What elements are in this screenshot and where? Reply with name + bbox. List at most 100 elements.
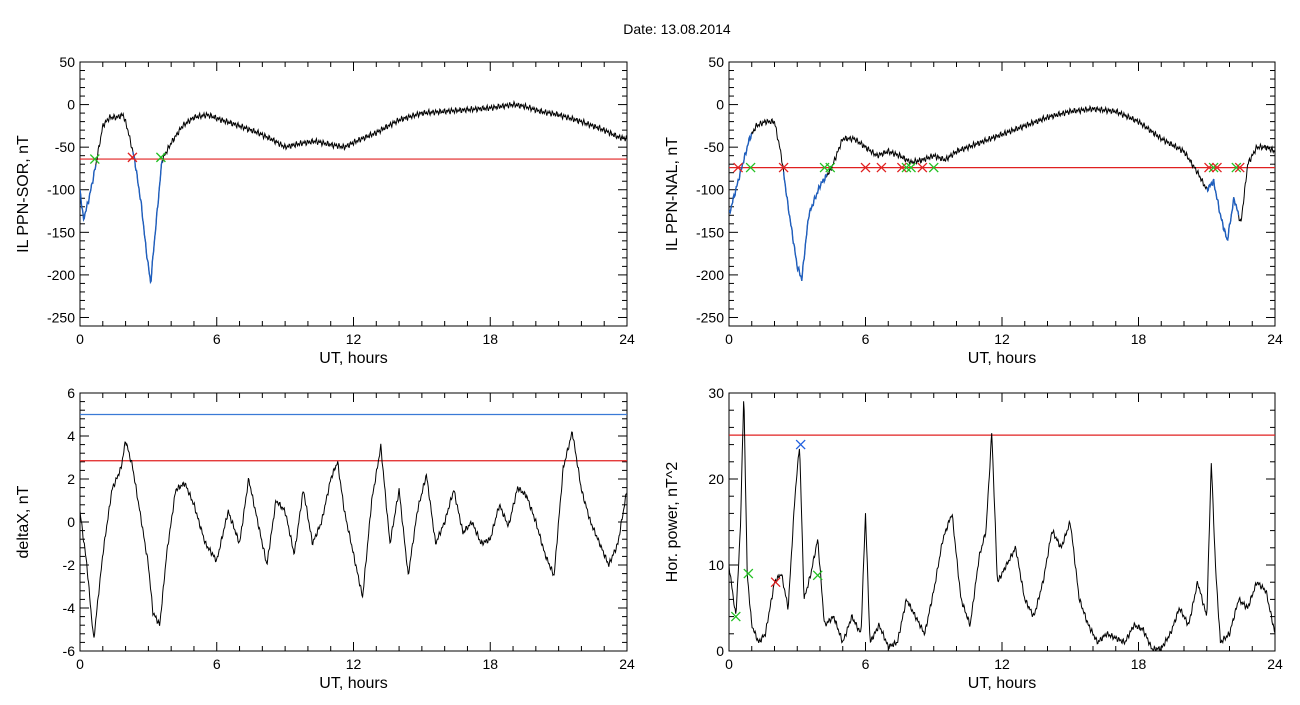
y-axis-title: IL PPN-NAL, nT (664, 137, 681, 251)
x-tick-label: 6 (862, 656, 870, 672)
x-axis-title: UT, hours (968, 350, 1036, 367)
event-marker (770, 577, 781, 588)
y-tick-label: -100 (696, 182, 724, 198)
y-tick-label: 10 (708, 557, 724, 573)
event-marker (1212, 162, 1222, 173)
series-line (80, 431, 627, 638)
event-marker (1234, 162, 1245, 173)
plot-frame (79, 61, 628, 327)
y-axis-title: Hor. power, nT^2 (664, 462, 681, 583)
x-axis-title: UT, hours (319, 350, 387, 367)
event-marker (825, 162, 836, 173)
y-tick-label: 50 (59, 54, 75, 70)
series-highlight (729, 133, 753, 215)
series-highlight (1206, 178, 1240, 242)
series-line (729, 401, 1275, 651)
plot-area (729, 104, 1275, 281)
x-tick-label: 12 (994, 656, 1010, 672)
y-tick-label: 6 (67, 385, 75, 401)
y-tick-label: -200 (696, 267, 724, 283)
event-marker (896, 162, 907, 173)
x-tick-label: 18 (482, 656, 498, 672)
x-tick-label: 6 (213, 656, 221, 672)
x-tick-label: 24 (619, 656, 635, 672)
event-marker (778, 162, 789, 173)
y-tick-label: -250 (47, 309, 75, 325)
event-marker (730, 611, 741, 622)
y-tick-label: 0 (716, 97, 724, 113)
y-tick-label: -250 (696, 309, 724, 325)
y-tick-label: -50 (704, 139, 724, 155)
x-tick-label: 0 (725, 656, 733, 672)
event-marker (901, 162, 912, 173)
x-axis-title: UT, hours (319, 675, 387, 692)
event-marker (906, 162, 916, 173)
x-tick-label: 24 (1267, 656, 1283, 672)
y-tick-label: 0 (716, 643, 724, 659)
y-axis-title: deltaX, nT (15, 485, 32, 558)
plot-frame (79, 392, 628, 652)
x-tick-label: 12 (346, 331, 362, 347)
plot-frame (728, 61, 1276, 327)
event-marker (795, 439, 806, 450)
event-marker (745, 162, 756, 173)
y-tick-label: 0 (67, 97, 75, 113)
event-marker (1204, 162, 1214, 173)
event-marker (127, 152, 138, 163)
plot-frame (728, 392, 1276, 652)
page-title: Date: 13.08.2014 (623, 21, 731, 37)
plot-area (80, 413, 627, 638)
y-tick-label: -2 (63, 557, 76, 573)
panel-hor-power: 0 6 12 18 24 0 10 20 30 UT, hours Hor. power, nT^2 (664, 385, 1283, 692)
y-tick-label: 2 (67, 471, 75, 487)
x-tick-label: 0 (725, 331, 733, 347)
event-marker (876, 162, 887, 173)
x-tick-label: 12 (994, 331, 1010, 347)
event-marker (743, 568, 754, 579)
y-tick-label: -4 (63, 600, 76, 616)
x-tick-label: 18 (482, 331, 498, 347)
x-tick-label: 6 (862, 331, 870, 347)
x-tick-label: 0 (76, 656, 84, 672)
y-tick-label: -6 (63, 643, 76, 659)
x-axis-title: UT, hours (968, 675, 1036, 692)
x-tick-label: 18 (1131, 656, 1147, 672)
event-marker (1208, 162, 1219, 173)
x-tick-label: 24 (1267, 331, 1283, 347)
x-tick-label: 12 (346, 656, 362, 672)
event-marker (733, 162, 744, 173)
event-marker (1231, 162, 1242, 173)
event-marker (860, 162, 871, 173)
plot-area (80, 99, 627, 285)
x-tick-label: 0 (76, 331, 84, 347)
event-marker (812, 570, 823, 581)
plot-area (729, 401, 1275, 651)
y-tick-label: 30 (708, 385, 724, 401)
x-tick-label: 18 (1131, 331, 1147, 347)
y-tick-label: 20 (708, 471, 724, 487)
y-tick-label: -150 (47, 224, 75, 240)
x-tick-label: 6 (213, 331, 221, 347)
series-line (80, 99, 627, 284)
y-tick-label: -100 (47, 182, 75, 198)
y-tick-label: 0 (67, 514, 75, 530)
x-tick-label: 24 (619, 331, 635, 347)
y-tick-label: -50 (55, 139, 75, 155)
series-highlight (80, 164, 97, 222)
y-tick-label: -150 (696, 224, 724, 240)
y-tick-label: -200 (47, 267, 75, 283)
event-marker (917, 162, 928, 173)
series-highlight (782, 171, 828, 281)
y-tick-label: 50 (708, 54, 724, 70)
y-tick-label: 4 (67, 428, 75, 444)
series-highlight (132, 151, 163, 285)
y-axis-title: IL PPN-SOR, nT (15, 135, 32, 253)
series-line (729, 104, 1275, 281)
event-marker (928, 162, 939, 173)
panel-il-ppn-sor: 0 6 12 18 24 -250 -200 -150 -100 -50 0 50 UT, hours I… (15, 54, 635, 367)
event-marker (155, 152, 166, 163)
panel-il-ppn-nal: 0 6 12 18 24 -250 -200 -150 -100 -50 0 50 UT, hours I… (664, 54, 1283, 367)
